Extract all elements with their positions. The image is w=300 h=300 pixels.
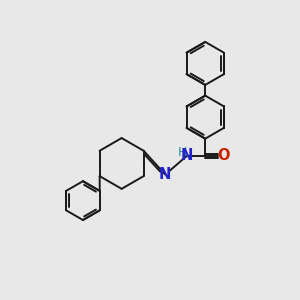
Text: N: N bbox=[159, 167, 171, 182]
Text: H: H bbox=[178, 146, 188, 159]
Text: N: N bbox=[181, 148, 193, 164]
Text: O: O bbox=[218, 148, 230, 164]
